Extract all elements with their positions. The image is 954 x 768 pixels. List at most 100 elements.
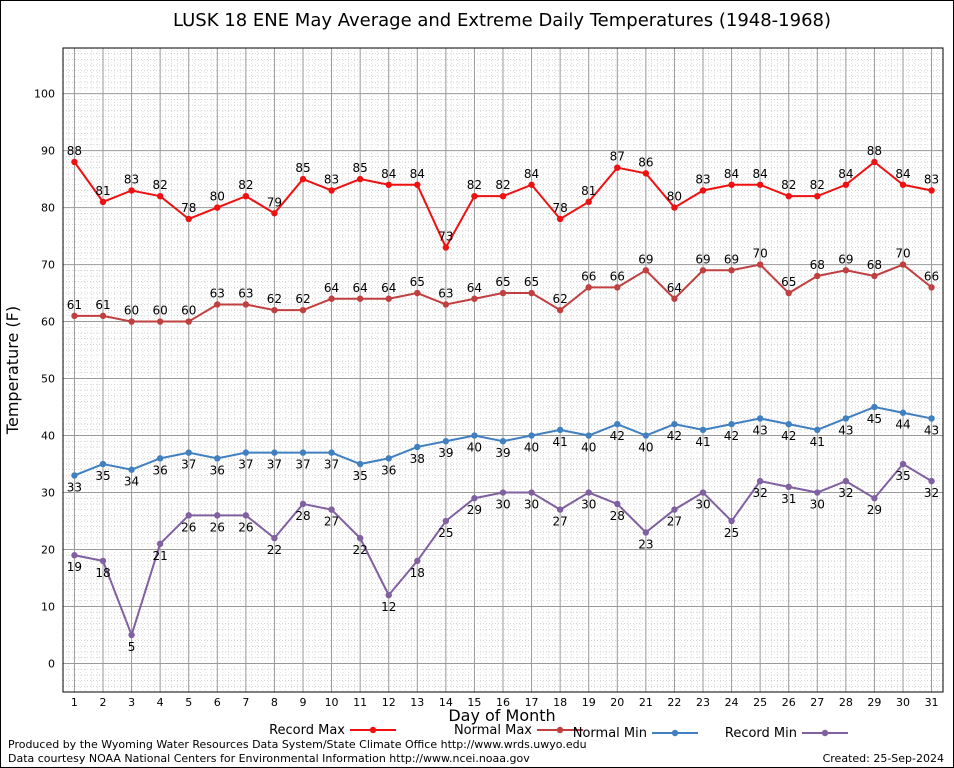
data-label: 79 xyxy=(267,195,282,209)
data-point xyxy=(528,181,535,188)
data-label: 27 xyxy=(667,515,682,529)
data-point xyxy=(871,158,878,166)
data-point xyxy=(499,289,507,297)
data-point xyxy=(128,631,135,639)
data-label: 60 xyxy=(153,304,168,318)
data-label: 42 xyxy=(667,429,682,443)
x-tick-label: 30 xyxy=(896,696,910,709)
data-label: 41 xyxy=(553,435,568,449)
data-point xyxy=(842,267,850,274)
data-point xyxy=(328,449,335,456)
data-label: 19 xyxy=(67,560,82,574)
y-tick-label: 90 xyxy=(41,145,55,158)
legend-label: Normal Max xyxy=(454,723,532,738)
data-point xyxy=(99,557,107,565)
y-tick-label: 20 xyxy=(41,544,55,557)
data-label: 83 xyxy=(124,172,139,186)
data-point xyxy=(756,181,764,188)
data-label: 32 xyxy=(924,486,939,500)
data-point xyxy=(414,181,421,188)
x-tick-label: 29 xyxy=(867,696,881,709)
data-point xyxy=(871,272,878,280)
legend-marker xyxy=(369,726,377,734)
data-point xyxy=(356,175,364,183)
x-tick-label: 18 xyxy=(553,696,567,709)
data-label: 85 xyxy=(353,161,368,175)
data-label: 40 xyxy=(581,441,596,455)
data-point xyxy=(814,272,821,280)
data-label: 85 xyxy=(295,161,310,175)
data-point xyxy=(442,517,450,525)
data-label: 32 xyxy=(838,486,853,500)
data-point xyxy=(614,500,621,508)
data-point xyxy=(471,495,478,502)
data-label: 30 xyxy=(524,498,539,512)
x-tick-label: 10 xyxy=(325,696,339,709)
data-point xyxy=(528,432,535,439)
y-tick-label: 60 xyxy=(41,316,55,329)
data-label: 34 xyxy=(124,475,139,489)
data-label: 82 xyxy=(810,178,825,192)
data-label: 69 xyxy=(724,252,739,266)
data-label: 40 xyxy=(467,441,482,455)
data-label: 73 xyxy=(438,229,453,243)
data-label: 18 xyxy=(95,566,110,580)
data-point xyxy=(528,489,535,496)
data-point xyxy=(99,460,107,468)
data-label: 64 xyxy=(353,281,368,295)
data-point xyxy=(614,164,621,171)
data-label: 22 xyxy=(267,543,282,557)
y-tick-label: 100 xyxy=(34,88,55,101)
data-label: 31 xyxy=(781,492,796,506)
data-label: 65 xyxy=(410,275,425,289)
data-point xyxy=(299,449,307,456)
data-label: 42 xyxy=(610,429,625,443)
data-label: 84 xyxy=(838,167,853,181)
data-label: 68 xyxy=(810,258,825,272)
data-label: 35 xyxy=(353,469,368,483)
data-point xyxy=(871,403,878,411)
data-point xyxy=(928,415,935,422)
data-point xyxy=(385,591,392,599)
data-point xyxy=(242,512,250,519)
data-point xyxy=(928,187,935,194)
legend-marker xyxy=(671,729,679,737)
data-label: 60 xyxy=(124,304,139,318)
x-tick-label: 24 xyxy=(725,696,739,709)
data-point xyxy=(871,495,878,502)
data-point xyxy=(814,192,821,200)
data-label: 82 xyxy=(467,178,482,192)
data-point xyxy=(71,472,78,479)
data-point xyxy=(671,295,678,302)
data-point xyxy=(928,477,935,485)
data-label: 42 xyxy=(781,429,796,443)
data-point xyxy=(899,409,907,416)
x-tick-label: 27 xyxy=(810,696,824,709)
data-label: 66 xyxy=(924,269,939,283)
data-label: 80 xyxy=(210,190,225,204)
data-label: 70 xyxy=(753,247,768,261)
data-label: 39 xyxy=(438,446,453,460)
data-label: 43 xyxy=(753,423,768,437)
x-tick-label: 22 xyxy=(667,696,681,709)
created-date: Created: 25-Sep-2024 xyxy=(823,752,944,765)
data-point xyxy=(414,557,421,565)
data-label: 37 xyxy=(295,458,310,472)
data-label: 69 xyxy=(838,252,853,266)
data-label: 21 xyxy=(153,549,168,563)
data-point xyxy=(99,198,107,206)
data-label: 37 xyxy=(324,458,339,472)
data-point xyxy=(471,295,478,302)
data-point xyxy=(185,449,192,456)
data-point xyxy=(614,420,621,428)
data-label: 64 xyxy=(381,281,396,295)
x-tick-label: 28 xyxy=(839,696,853,709)
major-grid xyxy=(63,48,943,692)
data-point xyxy=(385,455,392,462)
data-label: 86 xyxy=(638,155,653,169)
data-label: 43 xyxy=(838,423,853,437)
data-point xyxy=(585,489,592,496)
data-label: 82 xyxy=(153,178,168,192)
x-tick-label: 1 xyxy=(71,696,78,709)
x-tick-label: 2 xyxy=(100,696,107,709)
